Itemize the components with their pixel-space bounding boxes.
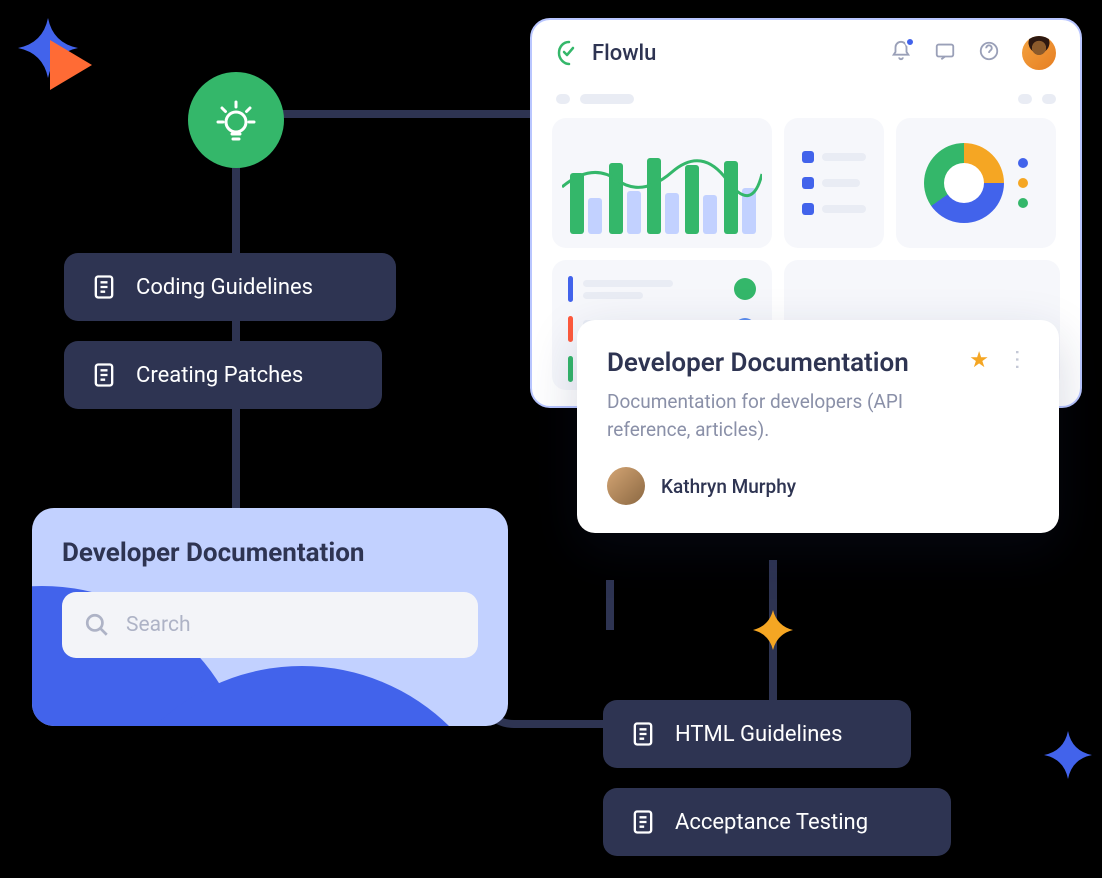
decorative-arrow-icon [50,40,92,94]
notifications-button[interactable] [890,40,912,66]
node-label: Coding Guidelines [136,275,313,300]
search-input[interactable] [126,613,456,637]
brand-name: Flowlu [592,41,656,66]
card-subtitle: Documentation for developers (API refere… [607,388,969,443]
card-title: Developer Documentation [607,348,969,378]
panel-title: Developer Documentation [62,538,478,568]
node-label: Creating Patches [136,363,303,388]
more-menu-icon[interactable]: ⋯ [1005,349,1030,373]
document-icon [629,808,657,836]
document-icon [629,720,657,748]
document-icon [90,361,118,389]
donut-widget[interactable] [896,118,1056,248]
line-overlay [562,132,762,232]
search-icon [84,612,110,638]
help-button[interactable] [978,40,1000,66]
skeleton-header [556,94,1056,104]
chart-widget[interactable] [552,118,772,248]
star-icon[interactable]: ★ [969,348,989,373]
decorative-diamond-icon [753,610,793,654]
node-label: Acceptance Testing [675,810,868,835]
author-name: Kathryn Murphy [661,475,796,498]
messages-button[interactable] [934,40,956,66]
list-widget[interactable] [784,118,884,248]
app-header: Flowlu [532,20,1080,86]
node-acceptance-testing[interactable]: Acceptance Testing [603,788,951,856]
document-icon [90,273,118,301]
connector-line [606,580,614,630]
brand-logo-icon [556,40,582,66]
node-label: HTML Guidelines [675,722,842,747]
author-avatar[interactable] [607,467,645,505]
chat-icon [934,40,956,62]
search-box[interactable] [62,592,478,658]
search-panel: Developer Documentation [32,508,508,726]
node-html-guidelines[interactable]: HTML Guidelines [603,700,911,768]
user-avatar[interactable] [1022,36,1056,70]
brand[interactable]: Flowlu [556,40,656,66]
idea-node [188,72,284,168]
decorative-sparkle [1044,731,1092,783]
donut-legend [1018,158,1028,208]
doc-card[interactable]: Developer Documentation Documentation fo… [577,320,1059,533]
help-icon [978,40,1000,62]
donut-chart [924,143,1004,223]
notification-dot [905,37,915,47]
node-coding-guidelines[interactable]: Coding Guidelines [64,253,396,321]
node-creating-patches[interactable]: Creating Patches [64,341,382,409]
